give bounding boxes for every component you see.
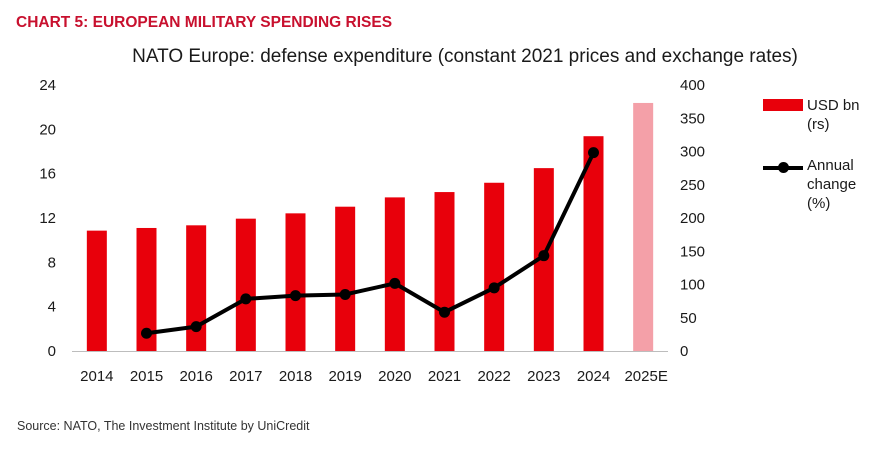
- right-tick-250: 250: [680, 177, 705, 194]
- point-2015: [141, 327, 152, 339]
- left-tick-16: 16: [39, 166, 56, 183]
- bar-2015: [136, 227, 157, 351]
- legend-item-line: Annual change (%): [763, 156, 883, 213]
- point-2017: [240, 293, 252, 305]
- legend-bar-swatch: [763, 99, 803, 111]
- right-tick-300: 300: [680, 144, 705, 161]
- right-tick-350: 350: [680, 110, 705, 127]
- x-tick-2017: 2017: [229, 368, 262, 385]
- right-axis: 0 50 100 150 200 250 300 350 400: [680, 77, 705, 360]
- bar-2021: [434, 192, 455, 351]
- x-tick-2014: 2014: [80, 368, 113, 385]
- left-tick-20: 20: [39, 121, 56, 138]
- bar-2022: [484, 182, 505, 351]
- left-tick-0: 0: [48, 343, 56, 360]
- right-tick-0: 0: [680, 343, 688, 360]
- left-tick-4: 4: [48, 299, 56, 316]
- right-tick-100: 100: [680, 277, 705, 294]
- legend: USD bn (rs) Annual change (%): [763, 96, 883, 213]
- bar-2024: [583, 136, 604, 351]
- left-tick-12: 12: [39, 210, 56, 227]
- left-tick-24: 24: [39, 77, 56, 94]
- bar-2019: [335, 206, 356, 351]
- right-tick-200: 200: [680, 210, 705, 227]
- right-tick-150: 150: [680, 243, 705, 260]
- legend-bar-label: USD bn (rs): [807, 97, 860, 133]
- x-axis: 2014 2015 2016 2017 2018 2019 2020 2021 2022 2023…: [72, 351, 668, 385]
- x-tick-2016: 2016: [179, 368, 212, 385]
- annual-change-line: [146, 151, 596, 336]
- point-2023: [538, 250, 550, 262]
- point-2022: [488, 282, 500, 294]
- x-tick-2023: 2023: [527, 368, 560, 385]
- bar-series: [86, 102, 654, 351]
- line-series: [141, 147, 599, 339]
- bar-2016: [186, 225, 207, 351]
- legend-item-bars: USD bn (rs): [763, 96, 883, 134]
- bar-2020: [384, 197, 405, 351]
- legend-line-label: Annual change (%): [807, 157, 857, 212]
- point-2018: [290, 290, 301, 302]
- x-tick-2019: 2019: [328, 368, 361, 385]
- right-tick-400: 400: [680, 77, 705, 94]
- x-tick-2020: 2020: [378, 368, 411, 385]
- bar-2018: [285, 213, 306, 351]
- right-tick-50: 50: [680, 310, 697, 327]
- x-tick-2021: 2021: [428, 368, 461, 385]
- chart-title: NATO Europe: defense expenditure (consta…: [132, 46, 798, 67]
- chart-label: CHART 5: EUROPEAN MILITARY SPENDING RISE…: [16, 14, 393, 31]
- source-note: Source: NATO, The Investment Institute b…: [17, 419, 310, 433]
- x-tick-2015: 2015: [130, 368, 163, 385]
- x-tick-2024: 2024: [577, 368, 610, 385]
- x-tick-2022: 2022: [477, 368, 510, 385]
- legend-line-marker: [778, 162, 789, 173]
- left-axis: 0 4 8 12 16 20 24: [39, 77, 56, 360]
- x-tick-2025E: 2025E: [624, 368, 667, 385]
- point-2024: [588, 147, 599, 159]
- point-2016: [190, 321, 202, 333]
- bar-2014: [86, 230, 107, 351]
- point-2019: [339, 288, 351, 300]
- left-tick-8: 8: [48, 254, 56, 271]
- bar-2025E: [633, 102, 654, 351]
- point-2020: [389, 277, 401, 289]
- x-tick-2018: 2018: [279, 368, 312, 385]
- point-2021: [439, 306, 450, 318]
- bar-2017: [235, 218, 256, 351]
